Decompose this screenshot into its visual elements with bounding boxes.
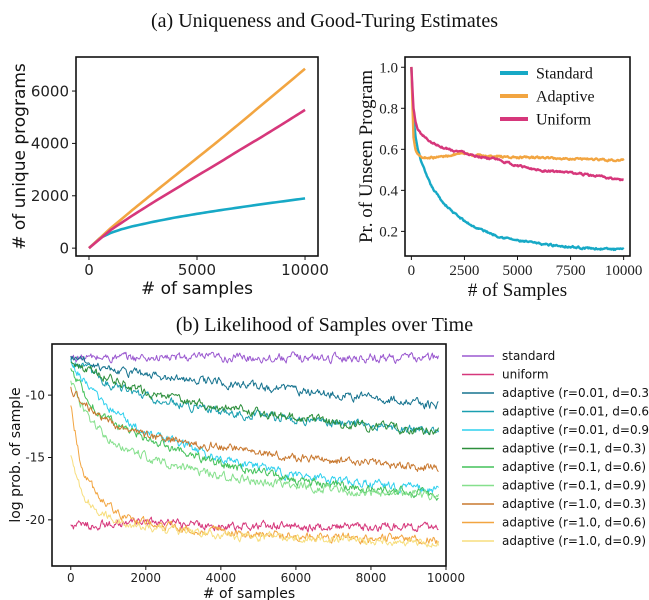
- series-line-1: [410, 66, 625, 163]
- series-line-0: [88, 197, 306, 250]
- y-tick-label: -10: [25, 388, 45, 402]
- legend-label-5: adaptive (r=0.1, d=0.3): [502, 442, 646, 456]
- legend-label-3: adaptive (r=0.01, d=0.6): [502, 405, 649, 419]
- series-group: [70, 351, 439, 548]
- x-tick-label: 5000: [178, 261, 216, 279]
- x-tick-label: 0: [84, 261, 94, 279]
- legend-label-1: uniform: [502, 368, 549, 382]
- legend-label-10: adaptive (r=1.0, d=0.9): [502, 534, 646, 548]
- y-tick-label: 0.6: [379, 143, 398, 159]
- series-group: [410, 66, 625, 252]
- legend-label-0: Standard: [536, 66, 593, 83]
- y-tick-label: 1.0: [379, 61, 398, 77]
- unique-programs-chart: 0 5000 10000 0 2000 4000 6000 # of samples # of …: [10, 56, 329, 299]
- series-line-10: [70, 455, 439, 548]
- series-line-4: [70, 361, 439, 494]
- x-tick-label: 0: [408, 263, 416, 279]
- y-tick-label: -15: [25, 451, 45, 465]
- series-line-7: [70, 380, 439, 501]
- series-line-0: [410, 66, 625, 252]
- x-axis-label: # of samples: [203, 586, 295, 600]
- series-line-2: [88, 108, 306, 250]
- legend-label-9: adaptive (r=1.0, d=0.6): [502, 516, 646, 530]
- x-tick-label: 5000: [503, 263, 533, 279]
- figure-b-caption: (b) Likelihood of Samples over Time: [176, 314, 473, 336]
- legend-label-6: adaptive (r=0.1, d=0.6): [502, 460, 646, 474]
- legend-label-8: adaptive (r=1.0, d=0.3): [502, 497, 646, 511]
- series-line-3: [70, 358, 439, 435]
- x-tick-label: 6000: [281, 571, 312, 585]
- x-axis-label: # of Samples: [468, 280, 567, 301]
- x-tick-label: 8000: [356, 571, 387, 585]
- axes-frame: [51, 343, 447, 567]
- unseen-probability-chart: 0 2500 5000 7500 10000 0.2 0.4 0.6 0.8 1.0 # of Sa…: [356, 56, 643, 301]
- legend-label-0: standard: [502, 349, 555, 363]
- series-line-5: [70, 361, 439, 436]
- legend: standard uniform adaptive (r=0.01, d=0.3) a…: [462, 349, 649, 548]
- x-tick-label: 7500: [556, 263, 586, 279]
- legend-label-4: adaptive (r=0.01, d=0.9): [502, 423, 649, 437]
- series-group: [88, 67, 306, 250]
- x-tick-label: 0: [67, 571, 75, 585]
- series-line-6: [70, 368, 439, 501]
- y-tick-label: 6000: [31, 82, 69, 100]
- series-line-2: [410, 66, 625, 182]
- series-line-1: [70, 516, 439, 533]
- x-axis-label: # of samples: [141, 279, 253, 299]
- y-tick-label: -20: [25, 513, 45, 527]
- x-tick-label: 2000: [131, 571, 162, 585]
- series-line-0: [70, 351, 439, 365]
- legend-label-1: Adaptive: [536, 89, 595, 106]
- series-line-8: [70, 386, 439, 472]
- y-tick-label: 4000: [31, 135, 69, 153]
- series-line-2: [70, 355, 439, 410]
- log-likelihood-chart: 0 2000 4000 6000 8000 10000 -10 -15 -20 # of samp…: [8, 343, 649, 600]
- legend-label-2: Uniform: [536, 112, 592, 129]
- x-tick-label: 10000: [281, 261, 329, 279]
- y-tick-label: 2000: [31, 187, 69, 205]
- y-axis-label: # of unique programs: [10, 63, 30, 250]
- x-tick-label: 10000: [605, 263, 643, 279]
- x-tick-label: 10000: [427, 571, 465, 585]
- y-tick-label: 0.8: [379, 102, 398, 118]
- x-tick-label: 4000: [206, 571, 237, 585]
- y-axis-label: log prob. of sample: [8, 387, 24, 522]
- x-tick-label: 2500: [449, 263, 479, 279]
- y-tick-label: 0: [59, 239, 69, 257]
- legend-label-2: adaptive (r=0.01, d=0.3): [502, 386, 649, 400]
- series-line-9: [70, 405, 439, 545]
- figure-a-caption: (a) Uniqueness and Good-Turing Estimates: [151, 10, 498, 32]
- legend-label-7: adaptive (r=0.1, d=0.9): [502, 479, 646, 493]
- legend: Standard Adaptive Uniform: [500, 66, 595, 129]
- series-line-1: [88, 67, 306, 250]
- y-axis-label: Pr. of Unseen Program: [356, 70, 377, 243]
- y-tick-label: 0.4: [379, 184, 398, 200]
- y-tick-label: 0.2: [379, 225, 398, 241]
